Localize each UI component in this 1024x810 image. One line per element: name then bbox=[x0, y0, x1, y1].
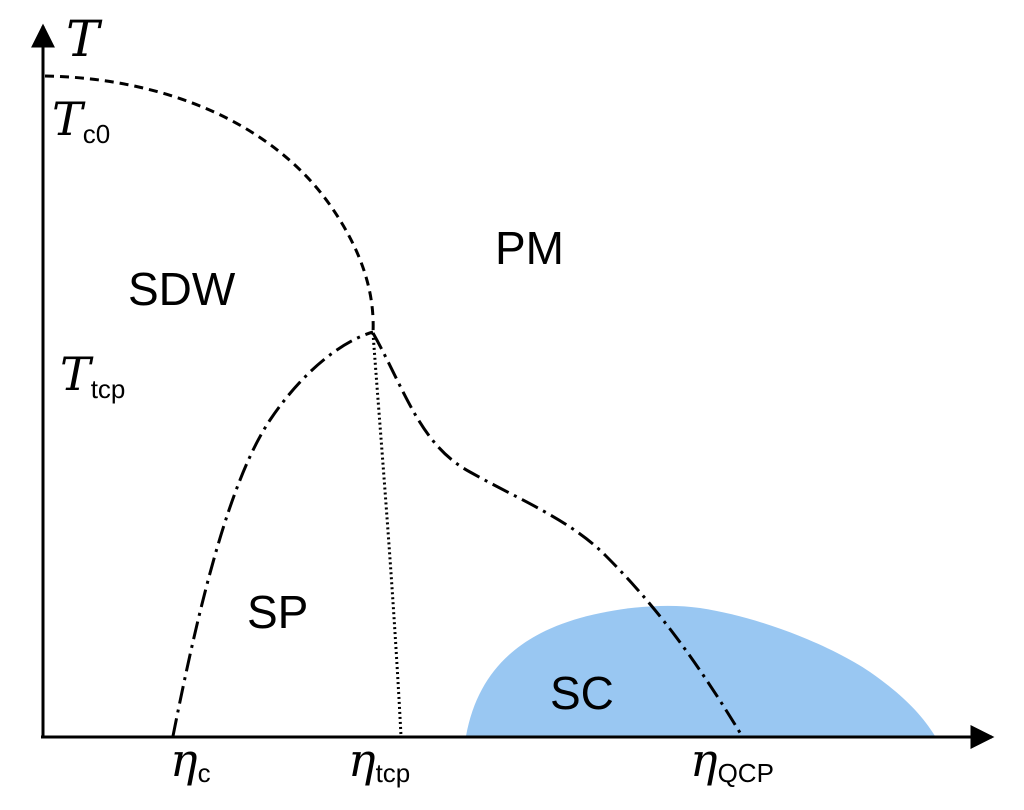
sp-right-boundary-line bbox=[371, 332, 403, 737]
pm-region-label: PM bbox=[495, 222, 564, 274]
sp-region-label: SP bbox=[247, 586, 308, 638]
tc0-label: Tc0 bbox=[52, 92, 110, 149]
sdw-transition-line bbox=[44, 74, 375, 334]
sc-region bbox=[466, 605, 935, 736]
sc-region-label: SC bbox=[550, 667, 614, 719]
sp-left-boundary-line bbox=[171, 330, 374, 737]
pm-transition-line bbox=[371, 332, 744, 737]
y-axis-label: T bbox=[66, 10, 103, 68]
eta-tcp-label: ηtcp bbox=[348, 733, 410, 788]
sdw-region-label: SDW bbox=[128, 263, 236, 315]
ttcp-label: Ttcp bbox=[60, 347, 125, 404]
eta-c-label: ηc bbox=[170, 733, 211, 788]
eta-qcp-label: ηQCP bbox=[690, 733, 774, 788]
